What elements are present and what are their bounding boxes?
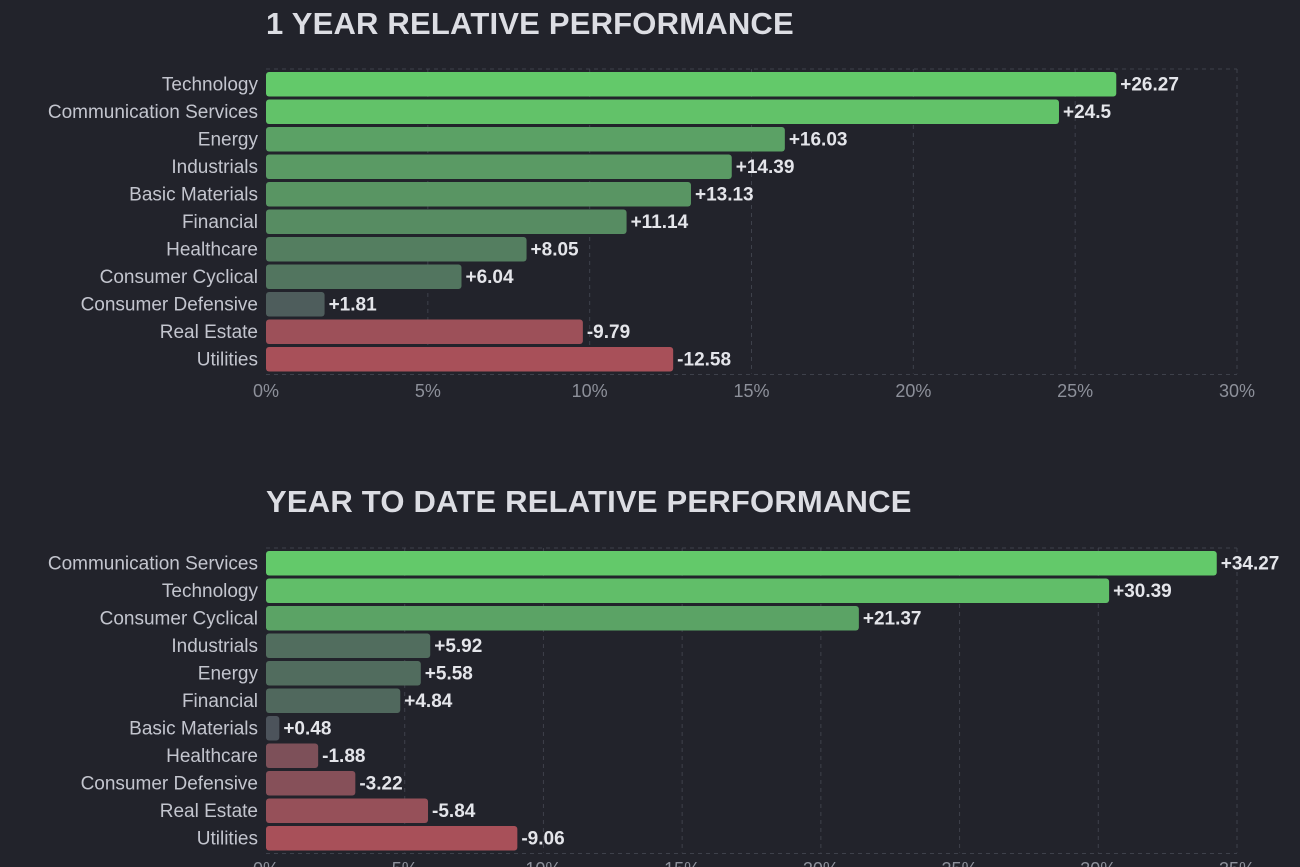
bar (266, 264, 462, 289)
value-label: +30.39 (1113, 581, 1172, 602)
value-label: +26.27 (1120, 75, 1179, 96)
bar (266, 347, 674, 372)
value-label: -12.58 (677, 350, 731, 371)
value-label: +6.04 (465, 267, 514, 288)
category-label: Consumer Cyclical (100, 267, 258, 288)
bar (266, 99, 1059, 124)
x-tick-label: 20% (895, 381, 931, 401)
category-label: Basic Materials (129, 185, 258, 206)
bar (266, 606, 859, 631)
category-label: Energy (198, 130, 259, 151)
chart-title-ytd: YEAR TO DATE RELATIVE PERFORMANCE (266, 484, 912, 519)
value-label: -9.06 (521, 829, 564, 850)
x-tick-label: 20% (803, 859, 839, 867)
bar (266, 661, 421, 686)
value-label: -5.84 (432, 801, 476, 822)
value-label: +24.5 (1063, 102, 1112, 123)
category-label: Financial (182, 212, 258, 233)
bar-chart-1-year: Technology +26.27 Communication Services +2… (48, 68, 1255, 401)
category-label: Financial (182, 691, 258, 712)
value-label: +16.03 (789, 130, 848, 151)
value-label: -3.22 (359, 774, 402, 795)
value-label: +8.05 (531, 240, 580, 261)
category-label: Industrials (171, 157, 258, 178)
bar (266, 292, 325, 317)
category-label: Healthcare (166, 240, 258, 261)
value-label: +5.92 (434, 636, 482, 657)
value-label: +14.39 (736, 157, 795, 178)
category-label: Basic Materials (129, 719, 258, 740)
bar (266, 716, 280, 741)
value-label: +11.14 (631, 212, 689, 233)
bar (266, 72, 1117, 97)
bar (266, 798, 429, 823)
bar (266, 578, 1110, 603)
value-label: -1.88 (322, 746, 365, 767)
category-label: Consumer Cyclical (100, 609, 258, 630)
category-label: Consumer Defensive (81, 295, 258, 316)
x-tick-label: 15% (733, 381, 769, 401)
value-label: -9.79 (587, 322, 630, 343)
category-label: Utilities (197, 829, 258, 850)
bar (266, 127, 785, 152)
x-tick-label: 0% (253, 381, 279, 401)
x-tick-label: 25% (1057, 381, 1093, 401)
category-label: Real Estate (160, 322, 258, 343)
category-label: Real Estate (160, 801, 258, 822)
value-label: +13.13 (695, 185, 754, 206)
category-label: Consumer Defensive (81, 774, 258, 795)
category-label: Utilities (197, 350, 258, 371)
category-label: Communication Services (48, 102, 258, 123)
bar (266, 154, 732, 179)
bar (266, 182, 691, 207)
chart-title-1-year: 1 YEAR RELATIVE PERFORMANCE (266, 6, 794, 41)
x-tick-label: 0% (253, 859, 279, 867)
value-label: +21.37 (863, 609, 922, 630)
x-tick-label: 10% (572, 381, 608, 401)
x-tick-label: 5% (392, 859, 418, 867)
bar (266, 688, 401, 713)
value-label: +4.84 (404, 691, 453, 712)
bar (266, 551, 1217, 576)
category-label: Energy (198, 664, 259, 685)
bar (266, 633, 431, 658)
bar (266, 209, 627, 234)
category-label: Healthcare (166, 746, 258, 767)
value-label: +5.58 (425, 664, 473, 685)
bar (266, 771, 356, 796)
value-label: +34.27 (1221, 554, 1280, 575)
value-label: +0.48 (283, 719, 331, 740)
category-label: Technology (162, 75, 259, 96)
x-tick-label: 25% (942, 859, 978, 867)
category-label: Industrials (171, 636, 258, 657)
category-label: Technology (162, 581, 259, 602)
x-tick-label: 10% (525, 859, 561, 867)
x-tick-label: 35% (1219, 859, 1255, 867)
value-label: +1.81 (329, 295, 378, 316)
bar (266, 319, 583, 344)
bar (266, 826, 518, 851)
x-tick-label: 15% (664, 859, 700, 867)
x-tick-label: 30% (1080, 859, 1116, 867)
bar (266, 237, 527, 262)
category-label: Communication Services (48, 554, 258, 575)
x-tick-label: 5% (415, 381, 441, 401)
bar (266, 743, 319, 768)
x-tick-label: 30% (1219, 381, 1255, 401)
